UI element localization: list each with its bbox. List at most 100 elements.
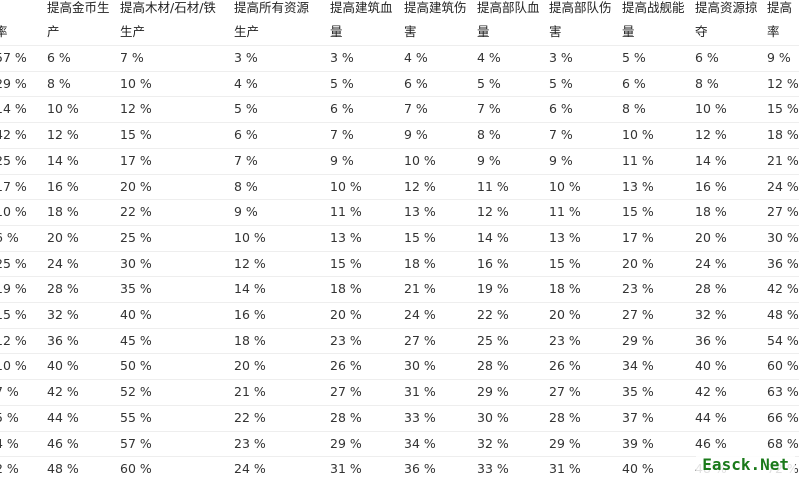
table-cell: 15 %: [330, 255, 362, 271]
table-cell: 57 %: [120, 435, 152, 451]
column-header: 害: [549, 24, 562, 39]
table-cell: 20 %: [549, 307, 581, 322]
table-cell: 18 %: [695, 204, 727, 220]
table-cell: 19 %: [0, 281, 27, 297]
table-cell: 31 %: [404, 384, 436, 400]
table-cell: 18 %: [767, 127, 799, 143]
table-cell: 60 %: [120, 461, 152, 477]
table-cell: 16 %: [47, 178, 79, 194]
row-separator: [0, 147, 799, 149]
column-header: 生产: [120, 24, 146, 39]
table-cell: 6 %: [234, 127, 258, 143]
table-cell: 10 %: [120, 75, 152, 91]
table-cell: 35 %: [622, 384, 654, 400]
row-separator: [0, 45, 799, 46]
table-cell: 10 %: [0, 358, 27, 374]
table-cell: 42 %: [767, 281, 799, 297]
column-header: 提高建筑血: [330, 0, 393, 15]
row-separator: [0, 302, 799, 303]
table-cell: 22 %: [234, 409, 266, 425]
row-separator: [0, 404, 799, 406]
table-cell: 54 %: [767, 332, 799, 348]
table-cell: 22 %: [120, 204, 152, 220]
table-cell: 5 %: [0, 409, 19, 425]
table-cell: 9 %: [404, 127, 428, 143]
table-cell: 30 %: [120, 255, 152, 271]
row-separator: [0, 122, 799, 124]
table-cell: 9 %: [477, 152, 501, 168]
table-cell: 24 %: [234, 461, 266, 477]
table-cell: 12 %: [120, 101, 152, 117]
column-header: 率: [767, 24, 780, 39]
table-cell: 7 %: [120, 50, 144, 65]
table-cell: 18 %: [47, 204, 79, 220]
table-cell: 40 %: [47, 358, 79, 374]
table-cell: 32 %: [47, 307, 79, 322]
table-cell: 31 %: [549, 461, 581, 477]
table-cell: 32 %: [695, 307, 727, 322]
table-cell: 8 %: [47, 75, 71, 91]
table-cell: 46 %: [47, 435, 79, 451]
column-header: 提高资源掠: [695, 0, 758, 15]
column-header: 提高建筑伤: [404, 0, 467, 15]
table-cell: 52 %: [120, 384, 152, 400]
table-cell: 7 %: [404, 101, 428, 117]
table-cell: 20 %: [330, 307, 362, 322]
table-cell: 7 %: [0, 384, 19, 400]
table-cell: 7 %: [234, 152, 258, 168]
column-header: 提高部队伤: [549, 0, 612, 15]
table-cell: 6 %: [0, 229, 19, 245]
table-cell: 32 %: [477, 435, 509, 451]
row-separator: [0, 353, 799, 355]
table-cell: 42 %: [47, 384, 79, 400]
table-cell: 26 %: [549, 358, 581, 374]
table-cell: 13 %: [330, 229, 362, 245]
table-cell: 5 %: [234, 101, 258, 117]
table-cell: 15 %: [0, 307, 27, 322]
table-cell: 7 %: [330, 127, 354, 143]
table-cell: 6 %: [549, 101, 573, 117]
table-cell: 44 %: [695, 409, 727, 425]
table-cell: 4 %: [404, 50, 428, 65]
table-cell: 42 %: [0, 127, 27, 143]
table-cell: 45 %: [120, 332, 152, 348]
table-cell: 25 %: [120, 229, 152, 245]
table-cell: 10 %: [695, 101, 727, 117]
table-cell: 39 %: [622, 435, 654, 451]
table-cell: 10 %: [0, 204, 27, 220]
table-cell: 27 %: [549, 384, 581, 400]
table-cell: 34 %: [404, 435, 436, 451]
table-cell: 12 %: [477, 204, 509, 220]
table-cell: 10 %: [549, 178, 581, 194]
table-cell: 33 %: [477, 461, 509, 477]
table-cell: 20 %: [695, 229, 727, 245]
table-cell: 25 %: [477, 332, 509, 348]
table-cell: 13 %: [404, 204, 436, 220]
table-cell: 2 %: [0, 461, 19, 477]
table-cell: 28 %: [549, 409, 581, 425]
table-cell: 5 %: [477, 75, 501, 91]
table-cell: 6 %: [404, 75, 428, 91]
table-cell: 4 %: [0, 435, 19, 451]
table-cell: 10 %: [47, 101, 79, 117]
column-header: 量: [477, 24, 490, 39]
table-cell: 23 %: [330, 332, 362, 348]
table-cell: 25 %: [0, 255, 27, 271]
table-cell: 9 %: [549, 152, 573, 168]
table-cell: 26 %: [330, 358, 362, 374]
table-cell: 7 %: [477, 101, 501, 117]
table-cell: 28 %: [47, 281, 79, 297]
table-cell: 13 %: [622, 178, 654, 194]
table-cell: 16 %: [234, 307, 266, 322]
table-cell: 12 %: [47, 127, 79, 143]
table-cell: 13 %: [549, 229, 581, 245]
table-cell: 11 %: [477, 178, 509, 194]
table-cell: 18 %: [234, 332, 266, 348]
table-cell: 8 %: [695, 75, 719, 91]
table-cell: 31 %: [330, 461, 362, 477]
table-cell: 9 %: [330, 152, 354, 168]
column-header: 提高部队血: [477, 0, 540, 15]
table-cell: 30 %: [477, 409, 509, 425]
table-cell: 16 %: [477, 255, 509, 271]
